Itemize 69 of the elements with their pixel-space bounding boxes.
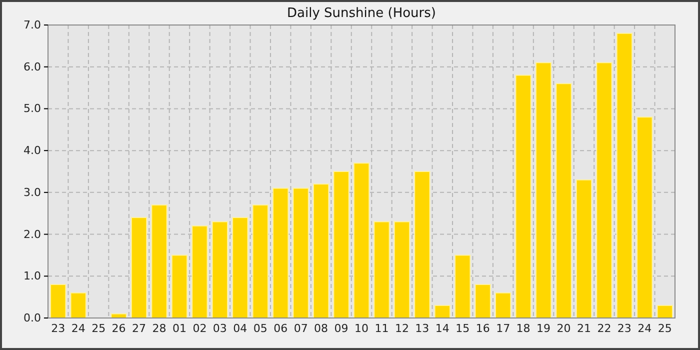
x-tick-label: 06 (274, 322, 288, 335)
bar (272, 188, 289, 318)
chart-title: Daily Sunshine (Hours) (287, 6, 436, 21)
x-tick-label: 25 (92, 322, 106, 335)
bar (232, 217, 248, 318)
x-tick-label: 16 (476, 322, 490, 335)
bar (434, 304, 450, 318)
bar (192, 225, 208, 318)
y-tick-label: 4.0 (24, 144, 41, 158)
x-tick-label: 21 (576, 322, 591, 335)
bar (252, 204, 268, 318)
bar (515, 74, 532, 318)
y-tick-label: 1.0 (24, 270, 41, 283)
bar (576, 179, 592, 318)
bar (535, 62, 552, 318)
bar (353, 162, 370, 318)
x-tick-label: 24 (71, 322, 86, 335)
x-tick-label: 25 (658, 322, 672, 335)
bar (474, 284, 491, 318)
bar (171, 254, 188, 318)
x-tick-label: 07 (294, 322, 308, 335)
x-tick-label: 09 (334, 322, 348, 335)
x-tick-label: 24 (638, 322, 652, 335)
x-tick-label: 18 (516, 322, 530, 335)
x-tick-label: 04 (233, 322, 248, 335)
x-tick-label: 27 (132, 322, 146, 335)
x-tick-label: 22 (597, 322, 612, 335)
y-tick-label: 6.0 (24, 60, 41, 74)
y-tick-label: 3.0 (24, 186, 41, 199)
x-tick-label: 17 (496, 322, 510, 335)
x-tick-label: 28 (152, 322, 166, 335)
y-tick-label: 5.0 (24, 102, 41, 116)
bar (292, 188, 309, 318)
y-tick-label: 0.0 (24, 312, 41, 325)
x-tick-label: 15 (456, 322, 470, 335)
bar (616, 32, 633, 318)
x-tick-label: 10 (354, 322, 368, 335)
bar (50, 284, 66, 318)
bar (556, 83, 572, 318)
x-tick-label: 26 (112, 322, 126, 335)
bar (454, 254, 471, 318)
x-tick-label: 05 (253, 322, 268, 335)
y-tick-label: 7.0 (24, 18, 41, 32)
bar (374, 221, 390, 318)
y-tick-label: 2.0 (24, 228, 41, 241)
bar (70, 292, 86, 318)
x-tick-label: 12 (394, 322, 409, 335)
bar (596, 62, 612, 318)
x-tick-label: 03 (212, 322, 227, 335)
bar (394, 221, 410, 318)
bar (151, 204, 168, 318)
x-tick-label: 02 (192, 322, 207, 335)
x-tick-label: 19 (536, 322, 551, 335)
bar (212, 221, 228, 318)
x-tick-label: 01 (172, 322, 186, 335)
bar (130, 217, 148, 318)
bar (494, 292, 512, 318)
x-tick-label: 11 (374, 322, 389, 335)
bar (333, 171, 350, 318)
bar (312, 184, 330, 318)
bar (414, 171, 430, 318)
bar (656, 304, 673, 318)
x-tick-label: 23 (51, 322, 66, 335)
x-tick-label: 14 (435, 322, 450, 335)
bar (636, 116, 653, 318)
x-tick-label: 20 (556, 322, 571, 335)
x-tick-label: 08 (314, 322, 328, 335)
x-tick-label: 23 (617, 322, 632, 335)
x-tick-label: 13 (415, 322, 430, 335)
